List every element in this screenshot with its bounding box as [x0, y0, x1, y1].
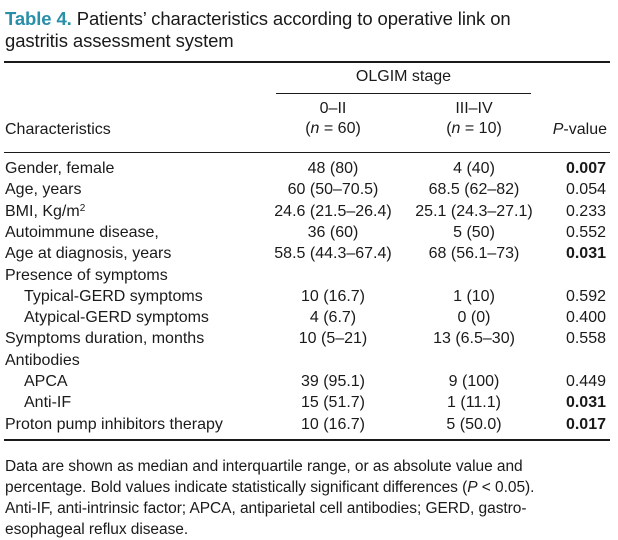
- row-label: BMI, Kg/m2: [5, 202, 86, 220]
- cell-olgim-0-ii: 10 (16.7): [300, 415, 366, 433]
- cell-olgim-iii-iv: 68 (56.1–73): [428, 245, 520, 263]
- caption-text-line2: gastritis assessment system: [5, 30, 234, 51]
- cell-olgim-iii-iv: 5 (50.0): [446, 415, 502, 433]
- row-label: Age at diagnosis, years: [5, 245, 172, 263]
- cell-p-value: 0.552: [565, 223, 606, 241]
- cell-olgim-0-ii: 10 (16.7): [300, 287, 366, 305]
- table-caption: Table 4. Patients’ characteristics accor…: [4, 0, 610, 52]
- row-label: Typical-GERD symptoms: [24, 287, 203, 305]
- cell-olgim-0-ii: 15 (51.7): [300, 394, 366, 412]
- cell-olgim-0-ii: 60 (50–70.5): [287, 181, 379, 199]
- cell-olgim-iii-iv: 5 (50): [453, 223, 495, 241]
- col2-n: (n = 10): [446, 120, 502, 137]
- row-label: Anti-IF: [24, 394, 72, 412]
- olgim-group-rule: [276, 93, 531, 94]
- cell-olgim-iii-iv: 25.1 (24.3–27.1): [415, 202, 533, 220]
- cell-p-value: 0.449: [565, 373, 606, 390]
- row-label: Atypical-GERD symptoms: [24, 309, 209, 327]
- footnote-line4: esophageal reflux disease.: [5, 521, 189, 538]
- cell-olgim-iii-iv: 13 (6.5–30): [433, 330, 515, 348]
- p-value-header: P-value: [552, 121, 607, 138]
- footnote-line2: percentage. Bold values indicate statist…: [5, 479, 535, 496]
- col2-title: III–IV: [455, 100, 493, 117]
- olgim-group-header: OLGIM stage: [355, 68, 452, 85]
- table-row: Antibodies: [4, 350, 610, 371]
- cell-olgim-iii-iv: 1 (11.1): [447, 394, 501, 412]
- table-row: Age, years 60 (50–70.5) 68.5 (62–82) 0.054: [4, 179, 610, 200]
- cell-p-value: 0.031: [565, 394, 606, 412]
- table-row: Atypical-GERD symptoms 4 (6.7) 0 (0) 0.400: [4, 307, 610, 328]
- table-footnote: Data are shown as median and interquarti…: [5, 456, 609, 540]
- row-label: Proton pump inhibitors therapy: [5, 415, 223, 433]
- cell-p-value: 0.007: [565, 160, 606, 177]
- row-label-superscript: 2: [79, 202, 86, 214]
- characteristics-header: Characteristics: [5, 121, 111, 138]
- cell-olgim-iii-iv: 9 (100): [448, 373, 500, 390]
- table-row: Proton pump inhibitors therapy 10 (16.7) 5…: [4, 414, 610, 435]
- table-row: APCA 39 (95.1) 9 (100) 0.449: [4, 371, 610, 392]
- table-container: Table 4. Patients’ characteristics accor…: [4, 0, 610, 538]
- cell-p-value: 0.054: [565, 181, 606, 199]
- row-label: Age, years: [5, 181, 82, 199]
- cell-p-value: 0.400: [565, 309, 606, 327]
- cell-olgim-0-ii: 24.6 (21.5–26.4): [274, 202, 392, 220]
- cell-p-value: 0.031: [565, 245, 606, 263]
- cell-p-value: 0.592: [565, 287, 606, 305]
- table-row: BMI, Kg/m2 24.6 (21.5–26.4) 25.1 (24.3–27.…: [4, 201, 610, 222]
- col1-title: 0–II: [319, 100, 347, 117]
- cell-olgim-iii-iv: 68.5 (62–82): [428, 181, 520, 199]
- cell-olgim-0-ii: 48 (80): [307, 160, 359, 177]
- caption-text-line1: Patients’ characteristics according to o…: [71, 8, 511, 29]
- row-label: Gender, female: [5, 160, 115, 177]
- row-label: Autoimmune disease,: [5, 223, 159, 241]
- cell-p-value: 0.017: [565, 415, 606, 433]
- cell-olgim-iii-iv: 4 (40): [453, 160, 495, 177]
- table-row: Autoimmune disease, 36 (60) 5 (50) 0.552: [4, 222, 610, 243]
- row-label: APCA: [24, 373, 68, 390]
- col2-header: III–IV (n = 10): [408, 99, 540, 139]
- col1-header: 0–II (n = 60): [268, 99, 398, 139]
- footnote-line1: Data are shown as median and interquarti…: [5, 458, 523, 475]
- table-row: Symptoms duration, months 10 (5–21) 13 (6.…: [4, 328, 610, 349]
- cell-olgim-0-ii: 58.5 (44.3–67.4): [274, 245, 392, 263]
- cell-p-value: 0.558: [565, 330, 606, 348]
- cell-olgim-0-ii: 10 (5–21): [298, 330, 368, 348]
- top-rule: [4, 61, 610, 63]
- cell-olgim-iii-iv: 1 (10): [453, 287, 495, 305]
- cell-p-value: 0.233: [565, 202, 606, 220]
- row-label: Presence of symptoms: [5, 266, 168, 284]
- table-row: Typical-GERD symptoms 10 (16.7) 1 (10) 0.59…: [4, 286, 610, 307]
- cell-olgim-0-ii: 39 (95.1): [300, 373, 366, 390]
- cell-olgim-iii-iv: 0 (0): [457, 309, 491, 327]
- footnote-line3: Anti-IF, anti-intrinsic factor; APCA, an…: [5, 500, 527, 517]
- table-row: Anti-IF 15 (51.7) 1 (11.1) 0.031: [4, 392, 610, 413]
- table-label: Table 4.: [5, 8, 72, 29]
- col1-n: (n = 60): [305, 120, 361, 137]
- cell-olgim-0-ii: 36 (60): [307, 223, 359, 241]
- table-row: Presence of symptoms: [4, 265, 610, 286]
- row-label: Antibodies: [5, 351, 80, 369]
- row-label: Symptoms duration, months: [5, 330, 205, 348]
- header-rule: [4, 152, 610, 153]
- table-row: Gender, female 48 (80) 4 (40) 0.007: [4, 158, 610, 179]
- bottom-rule: [4, 439, 610, 441]
- cell-olgim-0-ii: 4 (6.7): [309, 309, 357, 327]
- table-row: Age at diagnosis, years 58.5 (44.3–67.4) 6…: [4, 243, 610, 264]
